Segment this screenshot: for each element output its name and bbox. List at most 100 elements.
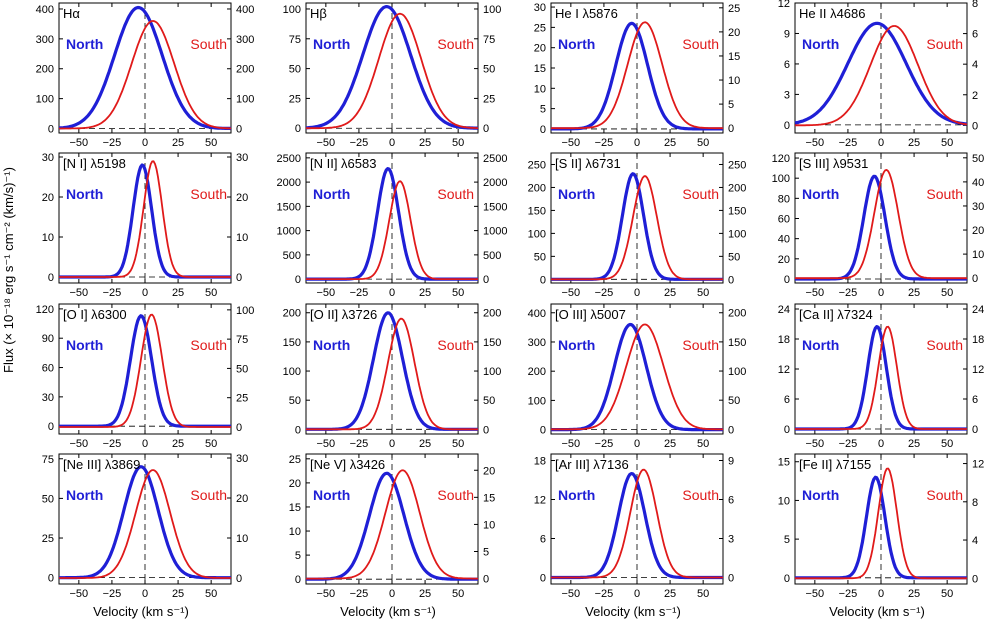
panel-4: −50 −25 0 25 50 0 3 6 9 12 0 2 4 6 8 He II λ4686 North So… <box>778 0 978 149</box>
x-tick-label: 0 <box>142 287 148 299</box>
south-label: South <box>437 186 474 202</box>
x-tick-label: 25 <box>419 137 431 149</box>
y-tick-label-right: 50 <box>728 395 740 407</box>
panel-2: −50 −25 0 25 50 0 25 50 75 100 0 25 50 75 100 Hβ North So… <box>283 2 501 149</box>
x-tick-label: 25 <box>419 287 431 299</box>
y-tick-label-left: 0 <box>784 120 790 132</box>
south-profile-line <box>59 313 231 428</box>
x-tick-label: 0 <box>142 438 148 450</box>
x-axis-label-col1: Velocity (km s⁻¹) <box>93 604 189 619</box>
y-tick-label-left: 150 <box>528 205 546 217</box>
panel-12: −50 −25 0 25 50 0 6 12 18 24 0 6 12 18 24 [Ca II] λ7324… <box>778 303 984 450</box>
y-tick-label-left: 250 <box>528 159 546 171</box>
x-tick-label: −50 <box>806 137 825 149</box>
y-tick-label-left: 30 <box>42 392 54 404</box>
south-label: South <box>926 337 963 353</box>
north-profile-line <box>794 21 968 126</box>
y-tick-label-left: 25 <box>42 533 54 545</box>
north-label: North <box>313 36 350 52</box>
x-tick-label: −25 <box>839 588 858 600</box>
x-tick-label: 50 <box>941 137 953 149</box>
y-tick-label-left: 12 <box>534 495 546 507</box>
y-tick-label-right: 20 <box>483 465 495 477</box>
x-tick-label: 50 <box>697 287 709 299</box>
y-tick-label-right: 0 <box>728 424 734 436</box>
y-tick-label-left: 18 <box>778 334 790 346</box>
y-tick-label-left: 15 <box>778 457 790 469</box>
north-profile-line <box>58 465 232 580</box>
y-tick-label-right: 150 <box>728 337 746 349</box>
y-tick-label-left: 20 <box>534 43 546 55</box>
y-tick-label-right: 12 <box>972 364 984 376</box>
y-tick-label-right: 30 <box>236 152 248 164</box>
panel-title: Hα <box>63 6 80 21</box>
x-tick-label: 0 <box>634 137 640 149</box>
y-tick-label-right: 0 <box>483 574 489 586</box>
x-tick-label: −25 <box>839 287 858 299</box>
panel-16: −50 −25 0 25 50 0 5 10 15 0 4 8 12 [Fe II] λ7155 North… <box>778 453 984 600</box>
south-profile-line <box>795 467 967 580</box>
y-tick-label-right: 5 <box>483 547 489 559</box>
y-tick-label-left: 1500 <box>277 201 301 213</box>
x-axis-label-col3: Velocity (km s⁻¹) <box>585 604 681 619</box>
y-tick-label-right: 10 <box>972 249 984 261</box>
panel-title: [N I] λ5198 <box>63 156 126 171</box>
y-tick-label-right: 200 <box>728 182 746 194</box>
south-profile-line <box>59 20 231 130</box>
y-tick-label-left: 60 <box>778 214 790 226</box>
panel-title: [Fe II] λ7155 <box>799 457 871 472</box>
y-tick-label-left: 2500 <box>277 153 301 165</box>
y-tick-label-right: 30 <box>972 201 984 213</box>
x-tick-label: −25 <box>350 588 369 600</box>
x-tick-label: −50 <box>317 287 336 299</box>
y-tick-label-left: 75 <box>289 34 301 46</box>
y-tick-label-left: 5 <box>540 104 546 116</box>
south-label: South <box>682 186 719 202</box>
panel-title: [O I] λ6300 <box>63 307 127 322</box>
x-tick-label: 25 <box>664 438 676 450</box>
y-tick-label-right: 25 <box>236 393 248 405</box>
y-tick-label-left: 100 <box>283 366 301 378</box>
north-profile-line <box>305 311 479 431</box>
y-tick-label-left: 3 <box>784 89 790 101</box>
y-tick-label-right: 25 <box>728 3 740 15</box>
north-label: North <box>802 186 839 202</box>
y-tick-label-right: 20 <box>972 225 984 237</box>
x-tick-label: 0 <box>389 287 395 299</box>
south-profile-line <box>795 325 967 430</box>
x-tick-label: −25 <box>103 438 122 450</box>
north-label: North <box>313 337 350 353</box>
y-tick-label-left: 0 <box>540 573 546 585</box>
x-tick-label: 50 <box>452 137 464 149</box>
y-tick-label-right: 300 <box>236 34 254 46</box>
y-tick-label-left: 2000 <box>277 177 301 189</box>
south-label: South <box>682 337 719 353</box>
y-tick-label-right: 100 <box>728 366 746 378</box>
panel-title: [S II] λ6731 <box>555 156 621 171</box>
x-tick-label: −25 <box>103 137 122 149</box>
y-tick-label-left: 20 <box>778 254 790 266</box>
panel-title: He I λ5876 <box>555 6 618 21</box>
north-label: North <box>558 36 595 52</box>
south-profile-line <box>551 323 723 431</box>
y-tick-label-left: 150 <box>283 337 301 349</box>
x-tick-label: 50 <box>205 137 217 149</box>
north-label: North <box>558 337 595 353</box>
y-tick-label-left: 10 <box>778 495 790 507</box>
panel-9: −50 −25 0 25 50 0 30 60 90 120 0 25 50 75 100 [O I] λ63… <box>36 303 254 450</box>
y-tick-label-left: 80 <box>778 193 790 205</box>
x-tick-label: 0 <box>878 287 884 299</box>
x-tick-label: −25 <box>595 287 614 299</box>
x-tick-label: 50 <box>941 438 953 450</box>
panel-title: [Ca II] λ7324 <box>799 307 873 322</box>
x-tick-label: 50 <box>452 588 464 600</box>
x-tick-label: −50 <box>70 137 89 149</box>
y-tick-label-left: 0 <box>784 274 790 286</box>
y-tick-label-right: 0 <box>972 573 978 585</box>
south-label: South <box>437 36 474 52</box>
y-tick-label-left: 400 <box>528 308 546 320</box>
x-tick-label: 25 <box>419 438 431 450</box>
y-tick-label-right: 20 <box>236 493 248 505</box>
panel-11: −50 −25 0 25 50 0 100 200 300 400 0 50 100 150 200 [O I… <box>528 303 746 450</box>
